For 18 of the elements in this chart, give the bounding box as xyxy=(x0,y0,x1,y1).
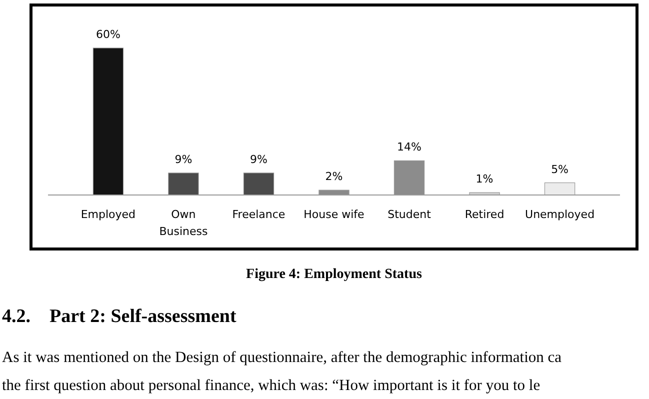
x-tick-label: Freelance xyxy=(232,208,286,221)
text: the first question about personal finance, which was: “How important is it for you to le xyxy=(2,377,540,394)
x-tick-label: Own Business xyxy=(159,208,208,238)
x-tick-label: Retired xyxy=(464,208,504,221)
x-tick-label: Employed xyxy=(80,208,136,221)
data-label: 9% xyxy=(250,152,268,166)
x-tick-label: Student xyxy=(388,208,432,221)
x-tick-label: Unemployed xyxy=(525,208,595,221)
data-label: 9% xyxy=(174,152,192,166)
data-label: 14% xyxy=(397,140,422,154)
text: 4.2. Part 2: Self-assessment xyxy=(2,306,237,327)
data-label: 5% xyxy=(551,162,569,176)
text: Figure 4: Employment Status xyxy=(246,267,422,282)
data-label: 60% xyxy=(96,28,120,41)
data-label: 1% xyxy=(476,172,494,186)
x-tick-label: House wife xyxy=(304,208,365,221)
text: As it was mentioned on the Design of questionnaire, after the demographic information ca xyxy=(2,349,562,366)
data-label: 2% xyxy=(325,170,343,184)
